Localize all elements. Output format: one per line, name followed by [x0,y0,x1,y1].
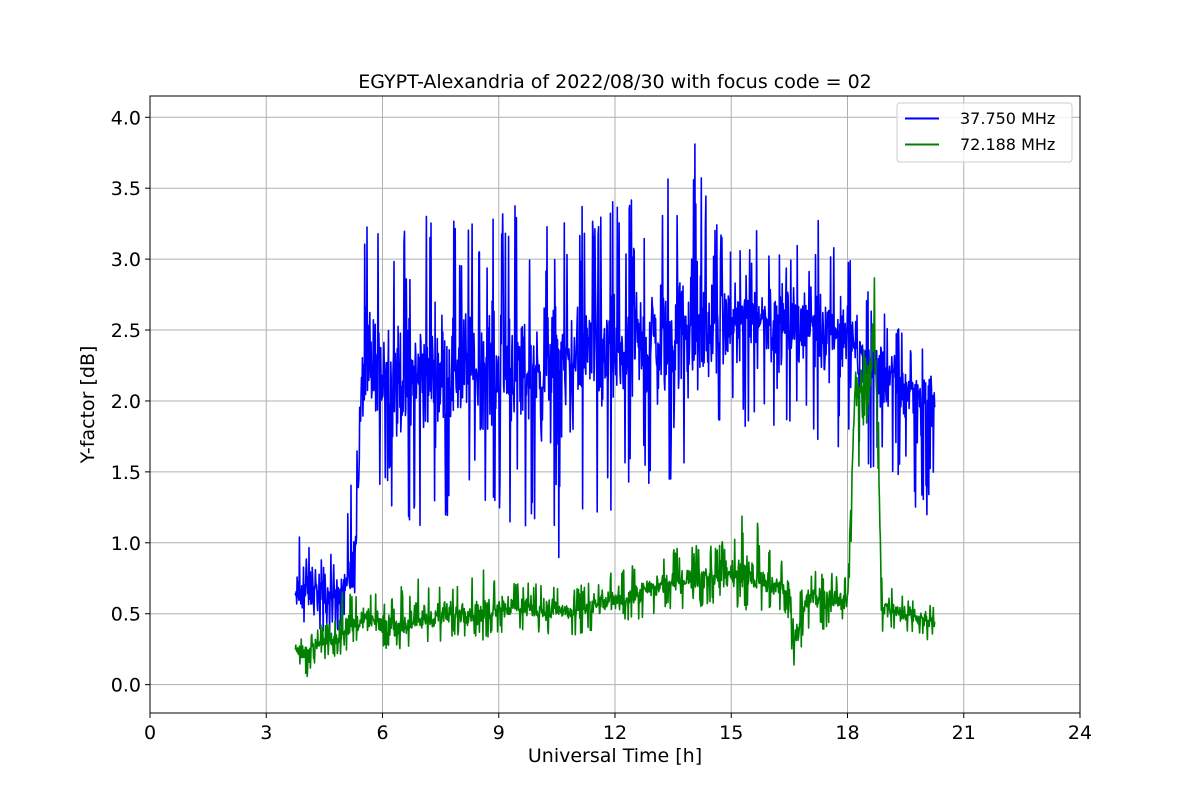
x-tick-label: 9 [493,722,505,744]
y-tick-label: 3.0 [111,249,141,271]
x-tick-label: 6 [376,722,388,744]
x-tick-label: 24 [1068,722,1092,744]
x-axis-label: Universal Time [h] [528,745,702,767]
legend-label-72188: 72.188 MHz [960,135,1055,154]
y-axis-label: Y-factor [dB] [77,346,99,465]
legend-box [896,102,1073,163]
x-tick-label: 18 [835,722,859,744]
data-series [294,143,936,678]
x-tick-label: 12 [603,722,627,744]
grid-lines [149,96,1081,713]
y-tick-label: 2.5 [111,320,141,342]
x-tick-label: 15 [719,722,743,744]
x-tick-label: 21 [952,722,976,744]
y-tick-label: 0.0 [111,675,141,697]
y-tick-label: 0.5 [111,604,141,626]
y-tick-label: 4.0 [111,107,141,129]
y-tick-label: 2.0 [111,391,141,413]
x-tick-label: 0 [144,722,156,744]
legend-label-37750: 37.750 MHz [960,109,1055,128]
y-tick-label: 1.5 [111,462,141,484]
series-line-37750 [294,143,936,636]
series-line-72188 [294,277,936,678]
axis-ticks: 0 3 6 9 12 15 18 21 24 0.0 0.5 1.0 1.5 2.0 2.5 3.0 3.5 4.… [111,107,1092,744]
x-tick-label: 3 [260,722,272,744]
chart-title: EGYPT-Alexandria of 2022/08/30 with focu… [358,71,872,93]
y-tick-label: 1.0 [111,533,141,555]
legend: 37.750 MHz 72.188 MHz [896,102,1073,163]
y-tick-label: 3.5 [111,178,141,200]
